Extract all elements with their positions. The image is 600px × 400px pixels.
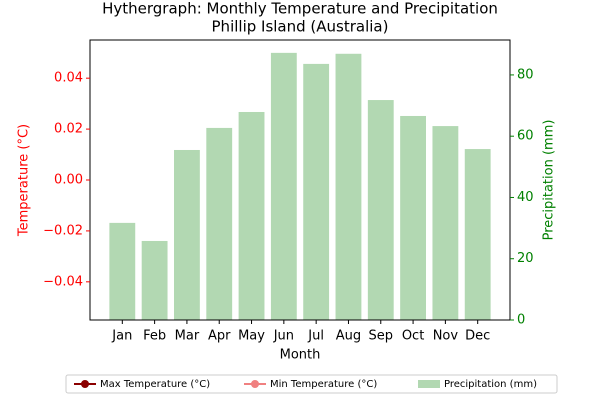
- x-tick-label: Nov: [433, 329, 459, 344]
- x-tick-label: Jul: [307, 329, 324, 344]
- chart-title: Hythergraph: Monthly Temperature and Pre…: [102, 0, 498, 18]
- bar: [270, 52, 297, 321]
- chart-subtitle: Phillip Island (Australia): [212, 18, 389, 36]
- y2-tick-label: 80: [517, 67, 534, 82]
- bar: [174, 149, 200, 320]
- x-tick-label: May: [238, 329, 265, 344]
- bar: [464, 149, 491, 320]
- bar: [238, 111, 265, 321]
- x-tick-label: Aug: [336, 329, 361, 344]
- bar: [206, 127, 233, 320]
- x-tick-label: Oct: [402, 329, 424, 344]
- legend-label: Min Temperature (°C): [270, 379, 377, 390]
- x-tick-label: Jan: [111, 329, 132, 344]
- legend-marker: [251, 380, 259, 388]
- bar: [109, 222, 136, 320]
- y2-tick-label: 60: [517, 129, 534, 144]
- bar: [400, 115, 426, 320]
- y-tick-label: −0.02: [43, 223, 83, 238]
- y-tick-label: 0.04: [54, 71, 83, 86]
- x-axis-label: Month: [280, 348, 321, 363]
- legend-swatch: [418, 380, 440, 388]
- x-tick-label: Sep: [369, 329, 394, 344]
- bar: [303, 63, 330, 321]
- y2-tick-label: 40: [517, 190, 534, 205]
- x-tick-label: Apr: [208, 329, 231, 344]
- y2-tick-label: 0: [517, 313, 525, 328]
- legend-label: Max Temperature (°C): [100, 379, 210, 390]
- y2-tick-label: 20: [517, 251, 534, 266]
- x-tick-label: Jun: [273, 329, 294, 344]
- y-tick-label: −0.04: [43, 274, 83, 289]
- bar: [335, 53, 362, 321]
- y-axis-label: Temperature (°C): [17, 124, 32, 237]
- legend-label: Precipitation (mm): [444, 379, 537, 390]
- x-tick-label: Mar: [175, 329, 200, 344]
- legend-box: [65, 374, 558, 394]
- legend-marker: [81, 380, 89, 388]
- y2-axis-label: Precipitation (mm): [542, 120, 557, 241]
- x-tick-label: Feb: [143, 329, 166, 344]
- y-tick-label: 0.02: [54, 122, 83, 137]
- y-tick-label: 0.00: [54, 173, 83, 188]
- bar: [432, 126, 459, 320]
- x-tick-label: Dec: [465, 329, 490, 344]
- bar: [141, 240, 168, 320]
- bar: [367, 100, 394, 320]
